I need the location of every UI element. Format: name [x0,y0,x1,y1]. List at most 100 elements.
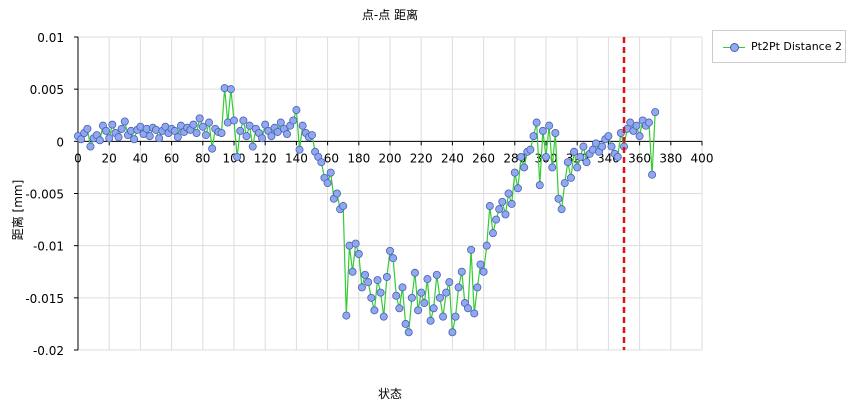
data-point [598,142,607,151]
data-point [442,288,451,297]
data-point [323,179,332,188]
data-point [473,283,482,292]
data-point [485,202,494,211]
data-point [273,127,282,136]
data-point [604,132,613,141]
data-point [261,120,270,129]
data-point [189,120,198,129]
data-point [105,134,114,143]
data-point [579,142,588,151]
data-point [173,133,182,142]
data-point [326,168,335,177]
data-point [295,145,304,154]
x-tick-label: 60 [164,151,179,165]
data-point [591,139,600,148]
series-pt2pt-distance-2 [74,84,660,337]
data-point [217,128,226,137]
chart-title: 点-点 距离 [362,7,418,22]
data-point [532,118,541,127]
x-tick-label: 400 [691,151,714,165]
data-point [439,312,448,321]
x-tick-label: 180 [347,151,370,165]
x-tick-label: 120 [254,151,277,165]
data-point [108,120,117,129]
data-point [510,168,519,177]
data-point [233,152,242,161]
data-point [607,142,616,151]
x-tick-label: 260 [472,151,495,165]
data-point [501,210,510,219]
data-point [467,245,476,254]
data-point [205,118,214,127]
data-point [545,121,554,130]
x-tick-label: 80 [195,151,210,165]
x-tick-label: 380 [659,151,682,165]
data-point [342,311,351,320]
data-point [404,328,413,337]
data-point [155,134,164,143]
data-point [513,184,522,193]
data-point [361,270,370,279]
x-tick-label: 200 [379,151,402,165]
x-tick-label: 0 [74,151,82,165]
data-point [538,126,547,135]
legend: Pt2Pt Distance 2 [712,30,846,63]
data-point [504,189,513,198]
data-point [354,250,363,259]
data-point [535,181,544,190]
data-point [420,299,429,308]
data-point [102,126,111,135]
data-point [445,278,454,287]
y-tick-label: -0.01 [33,240,64,254]
y-tick-label: 0 [56,135,64,149]
data-point [526,145,535,154]
data-point [520,163,529,172]
data-point [226,85,235,94]
data-point [401,319,410,328]
data-point [351,239,360,248]
data-point [292,106,301,115]
data-point [385,246,394,255]
data-point [373,276,382,285]
data-point [364,278,373,287]
data-point [435,293,444,302]
data-point [573,163,582,172]
y-tick-label: -0.015 [25,292,64,306]
data-point [392,291,401,300]
data-point [192,128,201,137]
data-point [648,170,657,179]
data-point [376,288,385,297]
x-axis-label: 状态 [378,387,402,401]
data-point [86,142,95,151]
data-point [95,136,104,145]
data-point [635,132,644,141]
data-point [429,304,438,313]
data-point [542,152,551,161]
data-point [236,126,245,135]
x-tick-label: 220 [410,151,433,165]
y-tick-label: 0.01 [37,31,64,45]
x-tick-label: 240 [441,151,464,165]
legend-label: Pt2Pt Distance 2 [751,40,842,53]
data-point [170,126,179,135]
data-point [457,267,466,276]
data-point [395,304,404,313]
data-point [283,130,292,139]
data-point [77,135,86,144]
data-point [463,304,472,313]
data-point [426,316,435,325]
data-point [507,199,516,208]
data-point [332,189,341,198]
data-point [83,124,92,133]
y-tick-label: -0.02 [33,344,64,358]
data-point [248,142,257,151]
data-point [198,122,207,131]
data-point [576,152,585,161]
legend-marker-icon [730,43,739,52]
data-point [298,121,307,130]
data-point [242,132,251,141]
data-point [563,158,572,167]
data-point [239,116,248,125]
data-point [382,272,391,281]
